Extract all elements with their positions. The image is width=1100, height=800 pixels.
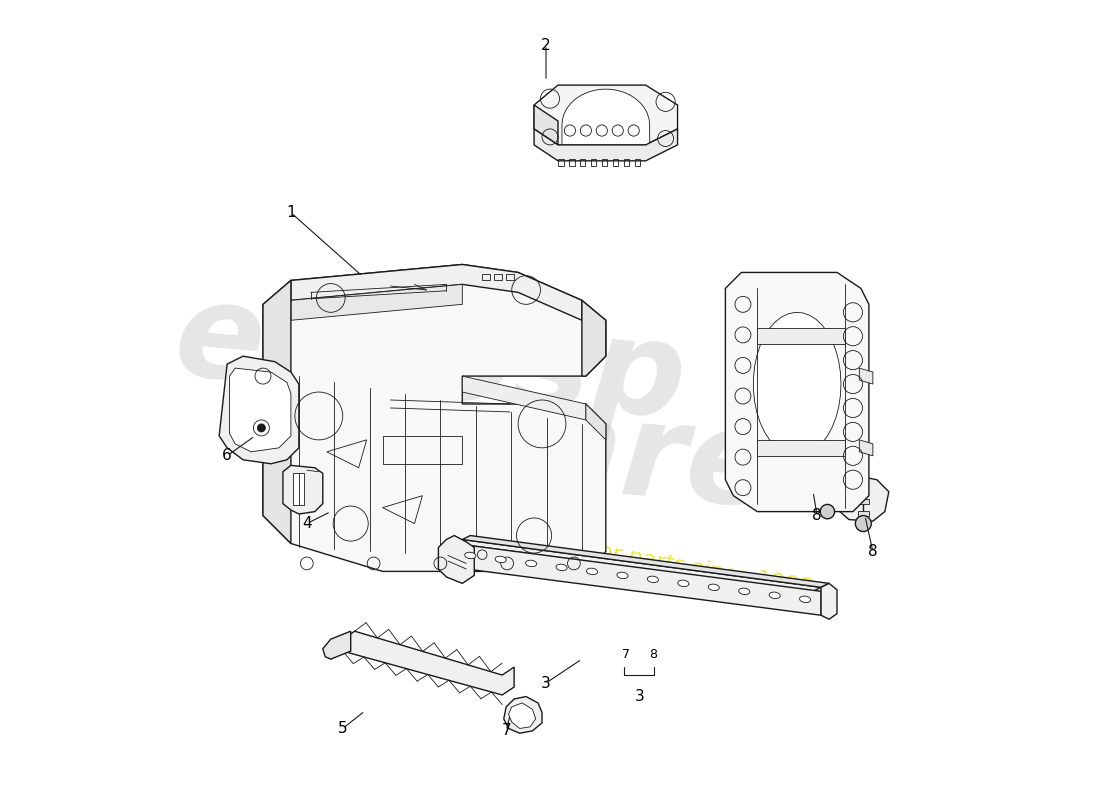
Polygon shape [821, 583, 837, 619]
Text: 4: 4 [302, 516, 311, 531]
Ellipse shape [678, 580, 689, 586]
Polygon shape [859, 368, 873, 384]
Polygon shape [757, 440, 845, 456]
Polygon shape [858, 511, 869, 515]
Ellipse shape [617, 572, 628, 578]
Polygon shape [283, 466, 322, 514]
Polygon shape [454, 543, 821, 615]
Polygon shape [322, 631, 351, 659]
Text: 3: 3 [541, 675, 551, 690]
Text: 2: 2 [541, 38, 551, 53]
Polygon shape [725, 273, 869, 512]
Text: 8: 8 [812, 508, 822, 523]
Polygon shape [263, 265, 606, 571]
Text: 3: 3 [635, 690, 645, 704]
Text: 8: 8 [868, 544, 878, 559]
Ellipse shape [586, 568, 597, 574]
Polygon shape [439, 535, 474, 583]
Polygon shape [586, 404, 606, 440]
Polygon shape [462, 376, 586, 420]
Text: 1: 1 [286, 205, 296, 220]
Text: 7: 7 [621, 648, 629, 661]
Ellipse shape [464, 552, 476, 558]
Polygon shape [263, 281, 290, 543]
Polygon shape [454, 539, 821, 591]
Polygon shape [331, 631, 514, 695]
Polygon shape [757, 328, 845, 344]
Ellipse shape [800, 596, 811, 602]
Polygon shape [290, 265, 582, 320]
Circle shape [856, 515, 871, 531]
Polygon shape [219, 356, 299, 464]
Polygon shape [508, 703, 536, 729]
Ellipse shape [526, 560, 537, 566]
Polygon shape [535, 85, 678, 145]
Polygon shape [294, 474, 305, 506]
Text: 8: 8 [649, 648, 657, 661]
Text: ares: ares [527, 386, 859, 541]
Polygon shape [535, 129, 678, 161]
Polygon shape [858, 499, 869, 504]
Polygon shape [562, 90, 650, 145]
Polygon shape [859, 440, 873, 456]
Polygon shape [833, 476, 889, 521]
Polygon shape [582, 300, 606, 376]
Circle shape [257, 424, 265, 432]
Polygon shape [504, 697, 542, 734]
Polygon shape [290, 285, 462, 320]
Text: 7: 7 [502, 723, 512, 738]
Ellipse shape [708, 584, 719, 590]
Ellipse shape [648, 576, 659, 582]
Ellipse shape [739, 588, 750, 594]
Text: a passion for parts since 1985: a passion for parts since 1985 [478, 520, 813, 598]
Text: 6: 6 [222, 448, 232, 463]
Text: eurosp: eurosp [169, 274, 691, 446]
Polygon shape [230, 368, 290, 452]
Polygon shape [462, 535, 829, 587]
Ellipse shape [495, 556, 506, 562]
Polygon shape [754, 312, 842, 456]
Ellipse shape [556, 564, 568, 570]
Text: 5: 5 [338, 721, 348, 736]
Ellipse shape [769, 592, 780, 598]
Circle shape [821, 505, 835, 518]
Polygon shape [535, 105, 558, 145]
Polygon shape [806, 468, 849, 506]
